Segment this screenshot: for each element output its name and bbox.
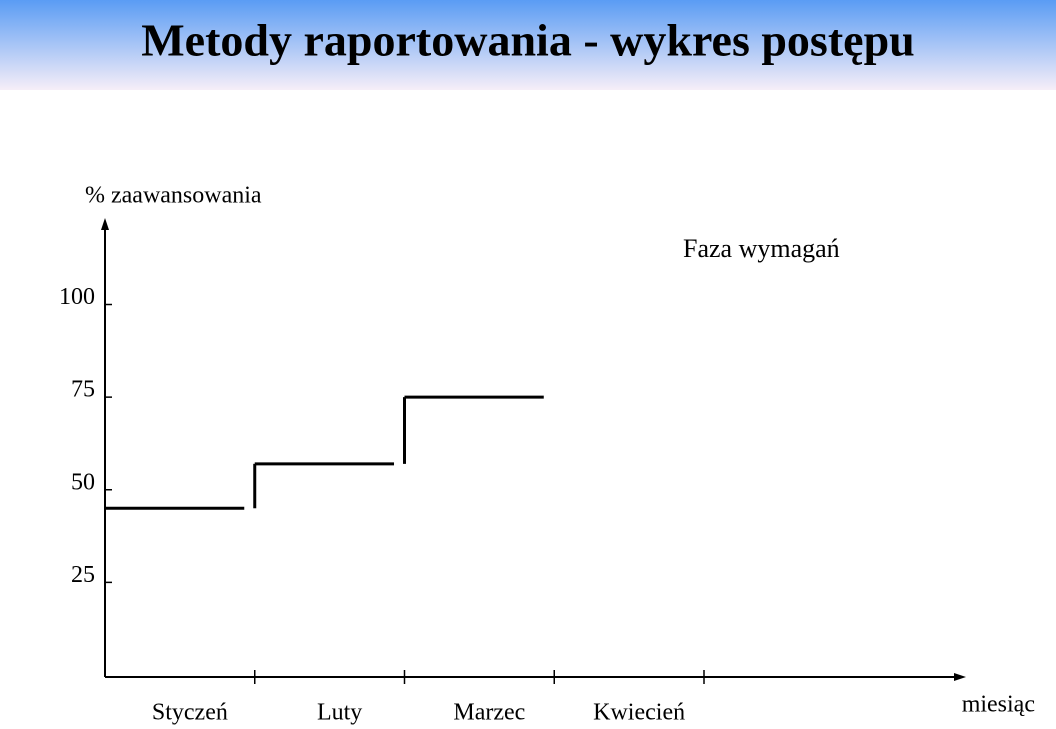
y-tick-label: 25 [71,562,95,588]
x-arrow [954,673,966,681]
x-axis-label: miesiąc [962,692,1035,718]
x-tick-label: Marzec [453,700,525,726]
x-tick-label: Luty [317,700,362,726]
y-axis-label: % zaawansowania [85,183,262,209]
x-tick-label: Styczeń [152,700,228,726]
annotation: Faza wymagań [683,234,840,263]
y-tick-label: 100 [59,284,95,310]
y-tick-label: 75 [71,377,95,403]
y-arrow [101,218,109,230]
x-tick-label: Kwiecień [593,700,685,726]
y-tick-label: 50 [71,469,95,495]
chart-title: Metody raportowania - wykres postępu [141,15,914,66]
header-band [0,0,1056,90]
